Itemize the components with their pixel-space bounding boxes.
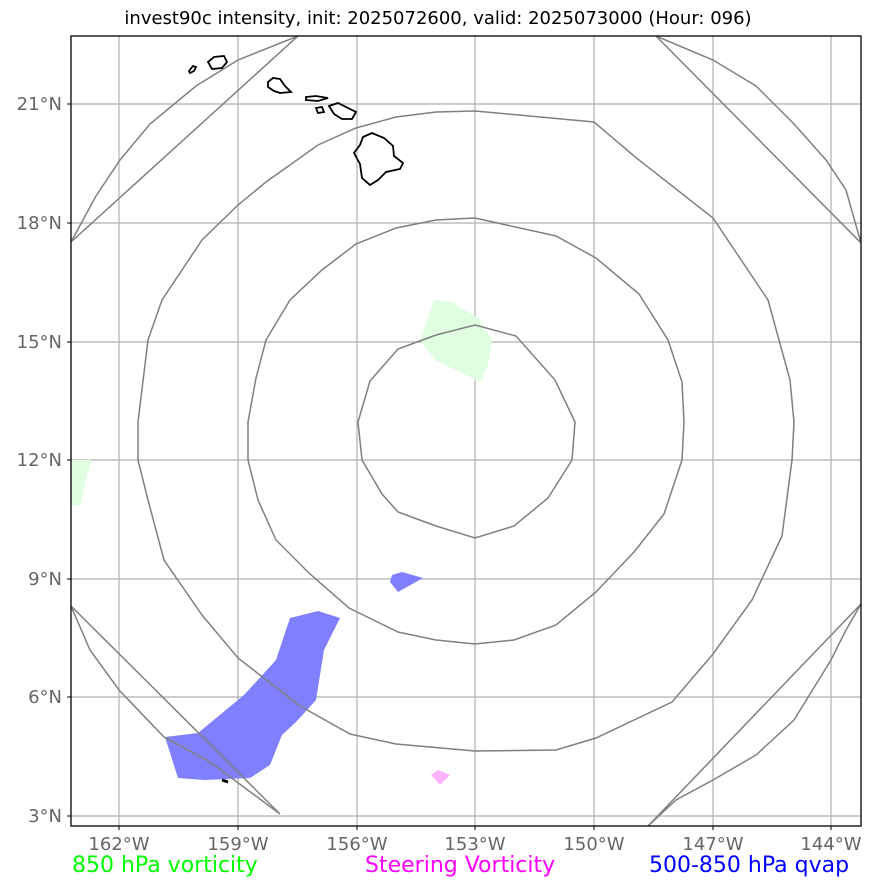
- lon-label: 147°W: [682, 834, 743, 855]
- legend-qvap: 500-850 hPa qvap: [649, 853, 850, 878]
- lat-label: 6°N: [28, 687, 62, 708]
- qvap-area-small: [390, 572, 423, 592]
- lat-label: 9°N: [28, 569, 62, 590]
- island-hawaii: [352, 132, 405, 187]
- lon-label: 162°W: [88, 834, 149, 855]
- lat-label: 18°N: [17, 213, 62, 234]
- island-niihau: [187, 64, 198, 75]
- island-molokai: [305, 95, 329, 102]
- lon-labels: 162°W 159°W 156°W 153°W 150°W 147°W 144°…: [88, 834, 861, 855]
- range-ring: [655, 36, 861, 244]
- vorticity-850-area-west: [71, 460, 91, 505]
- graticule: [71, 36, 861, 826]
- range-ring: [71, 605, 281, 815]
- range-ring: [647, 603, 861, 826]
- lat-label: 21°N: [17, 94, 62, 115]
- island-oahu: [267, 77, 293, 94]
- lat-label: 3°N: [28, 806, 62, 827]
- lon-label: 156°W: [326, 834, 387, 855]
- steering-vorticity-area: [431, 770, 450, 785]
- range-rings: [71, 36, 861, 826]
- lon-label: 159°W: [207, 834, 268, 855]
- lat-label: 15°N: [17, 332, 62, 353]
- qvap-area-large: [165, 611, 340, 780]
- island-maui: [327, 102, 358, 120]
- legend-850-vorticity: 850 hPa vorticity: [72, 853, 258, 878]
- range-ring: [71, 36, 299, 243]
- lon-label: 150°W: [563, 834, 624, 855]
- island-kauai: [206, 55, 229, 70]
- map-title: invest90c intensity, init: 2025072600, v…: [124, 8, 752, 29]
- range-ring: [357, 324, 576, 539]
- lat-label: 12°N: [17, 450, 62, 471]
- lat-labels: 21°N 18°N 15°N 12°N 9°N 6°N 3°N: [17, 94, 62, 827]
- island-lanai: [314, 105, 326, 115]
- range-ring: [247, 217, 685, 645]
- lon-label: 144°W: [800, 834, 861, 855]
- coastline: [187, 55, 405, 784]
- reef-fragment: [221, 778, 229, 784]
- map-frame: [70, 35, 862, 827]
- range-ring: [137, 110, 795, 752]
- legend-steering-vorticity: Steering Vorticity: [365, 853, 556, 878]
- vorticity-850-area: [420, 300, 492, 382]
- lon-label: 153°W: [444, 834, 505, 855]
